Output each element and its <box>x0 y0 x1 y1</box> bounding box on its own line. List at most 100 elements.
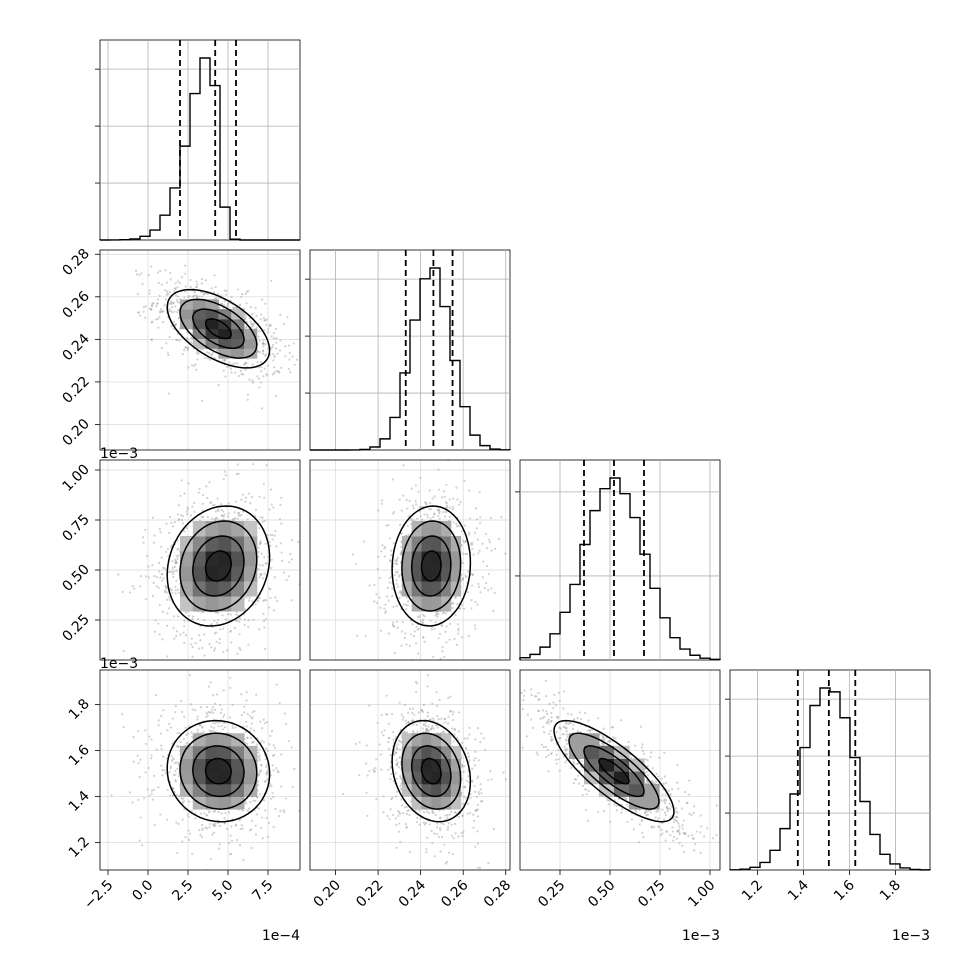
scatter-point <box>375 798 378 801</box>
scatter-point <box>266 769 269 773</box>
scatter-point <box>466 812 469 815</box>
scatter-point <box>206 714 209 717</box>
scatter-point <box>412 730 415 733</box>
scatter-point <box>376 567 379 571</box>
scatter-point <box>293 363 296 366</box>
scatter-point <box>461 814 465 817</box>
scatter-point <box>230 825 233 828</box>
scatter-point <box>383 611 387 615</box>
scatter-point <box>201 502 204 505</box>
scatter-point <box>265 323 268 327</box>
scatter-point <box>166 788 169 791</box>
scatter-point <box>191 505 194 508</box>
scatter-point <box>423 501 427 504</box>
scatter-point <box>233 517 237 520</box>
scatter-point <box>210 731 213 734</box>
scatter-point <box>182 800 186 803</box>
scatter-point <box>366 814 369 818</box>
scatter-point <box>417 627 421 630</box>
scatter-point <box>426 711 430 714</box>
scatter-point <box>88 264 90 266</box>
scatter-point <box>372 768 375 771</box>
scatter-point <box>235 839 239 842</box>
scatter-point <box>211 833 214 836</box>
scatter-point <box>245 290 249 293</box>
scatter-area-2-1 <box>310 460 510 660</box>
scatter-point <box>153 774 156 777</box>
scatter-point <box>158 294 161 297</box>
scatter-point <box>245 720 248 723</box>
scatter-point <box>443 717 446 721</box>
density-cell <box>411 745 422 760</box>
scatter-point <box>177 761 180 765</box>
density-cell <box>421 771 432 785</box>
scatter-point <box>183 492 186 495</box>
scatter-point <box>409 850 412 853</box>
scatter-point <box>461 741 464 744</box>
scatter-point <box>176 767 179 770</box>
scatter-point <box>257 350 260 353</box>
scatter-point <box>223 817 226 820</box>
scatter-point <box>462 770 465 773</box>
scatter-point <box>289 552 292 556</box>
scatter-point <box>165 293 168 296</box>
scatter-point <box>204 356 207 360</box>
scatter-point <box>485 546 489 550</box>
scatter-point <box>190 337 193 340</box>
scatter-point <box>381 544 384 547</box>
scatter-point <box>474 750 477 753</box>
scatter-point <box>454 613 457 616</box>
scatter-point <box>280 496 283 499</box>
scatter-point <box>487 589 490 592</box>
scatter-point <box>261 520 264 523</box>
scatter-point <box>243 608 247 611</box>
scatter-point <box>158 633 161 636</box>
scatter-point <box>213 632 216 635</box>
scatter-point <box>152 581 155 584</box>
scatter-point <box>295 358 299 361</box>
scatter-point <box>174 562 177 565</box>
scatter-point <box>169 794 172 797</box>
scatter-point <box>185 337 188 340</box>
scatter-panel-1-0 <box>88 249 301 451</box>
scatter-point <box>276 370 279 373</box>
scatter-point <box>201 823 204 827</box>
scatter-area-1-0 <box>88 250 300 450</box>
scatter-point <box>676 815 679 819</box>
scatter-point <box>461 766 464 769</box>
scatter-point <box>170 300 173 303</box>
scatter-point <box>247 807 251 810</box>
scatter-point <box>191 615 195 618</box>
scatter-point <box>184 285 187 288</box>
scatter-point <box>439 829 442 832</box>
scatter-point <box>451 727 454 730</box>
scatter-point <box>147 565 150 568</box>
scatter-point <box>291 785 294 788</box>
scatter-point <box>164 298 168 301</box>
scatter-point <box>458 607 461 610</box>
scatter-point <box>487 862 490 865</box>
scatter-point <box>244 316 247 320</box>
scatter-point <box>379 753 383 756</box>
scatter-point <box>224 618 227 621</box>
scatter-point <box>271 792 274 795</box>
scatter-point <box>183 641 186 644</box>
scatter-point <box>479 740 482 744</box>
scatter-point <box>265 772 268 775</box>
scatter-point <box>365 762 368 765</box>
scatter-point <box>585 792 588 796</box>
density-cell <box>450 758 462 772</box>
scatter-point <box>177 591 180 594</box>
scatter-point <box>155 748 158 751</box>
scatter-point <box>176 338 179 342</box>
scatter-point <box>629 756 632 759</box>
scatter-point <box>385 694 388 697</box>
scatter-point <box>177 822 180 825</box>
scatter-point <box>153 823 156 827</box>
scatter-point <box>428 823 431 826</box>
scatter-point <box>213 357 216 360</box>
scatter-point <box>482 560 485 563</box>
scatter-point <box>226 365 229 369</box>
scatter-point <box>421 622 424 625</box>
scatter-point <box>391 587 394 590</box>
